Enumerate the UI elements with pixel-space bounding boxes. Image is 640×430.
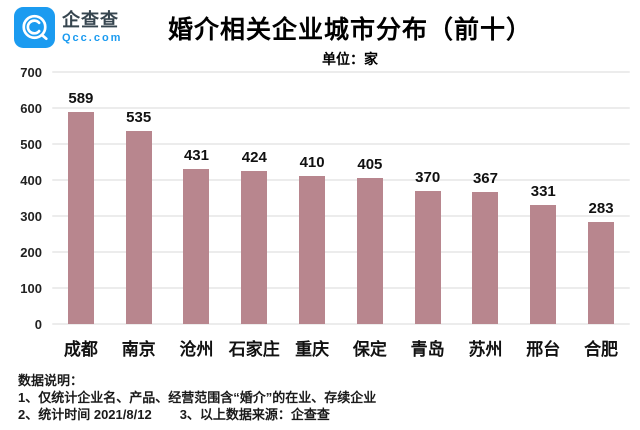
footer-note-3: 3、以上数据来源：企查查 xyxy=(179,407,330,422)
bar[interactable] xyxy=(588,222,615,324)
bar-value-label: 589 xyxy=(68,89,94,107)
x-axis-label: 保定 xyxy=(352,340,387,359)
y-tick-label: 0 xyxy=(34,317,42,332)
y-axis: 0 100 200 300 400 500 600 700 xyxy=(0,65,44,332)
bar-value-label: 535 xyxy=(126,109,152,127)
bar-value-label: 283 xyxy=(588,200,614,218)
bars-row: 589 成都 535 南京 431 沧州 424 石家庄 410 重庆 405 保定 370 青岛 367 苏… xyxy=(52,72,630,359)
bar-value-label: 331 xyxy=(530,182,556,200)
bar-slot: 367 苏州 xyxy=(457,72,515,359)
chart-unit-label: 单位：家 xyxy=(322,51,378,67)
x-axis-label: 成都 xyxy=(63,340,98,359)
bar[interactable] xyxy=(414,190,441,324)
chart-title: 婚介相关企业城市分布（前十） xyxy=(167,16,532,44)
y-tick-label: 700 xyxy=(20,65,42,80)
x-axis-label: 南京 xyxy=(121,340,156,359)
bar[interactable] xyxy=(183,168,210,324)
plot-area: 589 成都 535 南京 431 沧州 424 石家庄 410 重庆 405 保定 370 青岛 367 苏… xyxy=(52,71,630,359)
qcc-logo-text: 企查查 Qcc.com xyxy=(62,11,122,44)
y-tick-label: 600 xyxy=(20,101,42,116)
qcc-logo-icon xyxy=(14,7,55,48)
x-axis-label: 苏州 xyxy=(468,340,503,359)
gridline xyxy=(52,251,630,253)
bar-slot: 424 石家庄 xyxy=(225,72,283,359)
x-axis-label: 青岛 xyxy=(410,340,445,359)
bar[interactable] xyxy=(125,131,152,324)
x-axis-label: 重庆 xyxy=(295,340,330,359)
bar-slot: 410 重庆 xyxy=(283,72,341,359)
bar[interactable] xyxy=(241,171,268,324)
bar[interactable] xyxy=(299,176,326,324)
footer-heading: 数据说明： xyxy=(18,373,84,388)
bar-slot: 370 青岛 xyxy=(399,72,457,359)
bar-slot: 431 沧州 xyxy=(168,72,226,359)
y-tick-label: 100 xyxy=(20,281,42,296)
bar[interactable] xyxy=(356,178,383,324)
gridline xyxy=(52,215,630,217)
gridline xyxy=(52,179,630,181)
y-tick-label: 500 xyxy=(20,137,42,152)
bar-slot: 405 保定 xyxy=(341,72,399,359)
y-tick-label: 400 xyxy=(20,173,42,188)
bar[interactable] xyxy=(472,191,499,324)
gridline xyxy=(52,71,630,73)
bar[interactable] xyxy=(530,204,557,324)
x-axis-label: 石家庄 xyxy=(228,340,280,359)
bar-value-label: 431 xyxy=(183,146,209,164)
y-tick-label: 300 xyxy=(20,209,42,224)
x-axis-label: 邢台 xyxy=(526,340,561,359)
qcc-logo: 企查查 Qcc.com xyxy=(14,7,122,48)
footer-note-2: 2、统计时间 2021/8/12 xyxy=(18,407,152,422)
bar-value-label: 424 xyxy=(241,149,267,167)
x-axis-label: 合肥 xyxy=(584,340,619,359)
gridline xyxy=(52,323,630,325)
bar-slot: 589 成都 xyxy=(52,72,110,359)
gridline xyxy=(52,107,630,109)
x-axis-label: 沧州 xyxy=(179,340,214,359)
bar[interactable] xyxy=(67,111,94,324)
footer-note-row: 2、统计时间 2021/8/12 3、以上数据来源：企查查 xyxy=(18,406,376,423)
bar-value-label: 410 xyxy=(299,154,325,172)
bar-value-label: 405 xyxy=(357,156,383,174)
bar-slot: 283 合肥 xyxy=(572,72,630,359)
chart-header: 婚介相关企业城市分布（前十） 单位：家 xyxy=(60,10,640,69)
footer-notes: 数据说明： 1、仅统计企业名、产品、经营范围含“婚介”的在业、存续企业 2、统计… xyxy=(18,372,376,423)
gridline xyxy=(52,143,630,145)
bar-value-label: 367 xyxy=(472,169,498,187)
gridline xyxy=(52,287,630,289)
bar-slot: 535 南京 xyxy=(110,72,168,359)
footer-note-1: 1、仅统计企业名、产品、经营范围含“婚介”的在业、存续企业 xyxy=(18,390,377,405)
logo-domain: Qcc.com xyxy=(62,32,123,44)
logo-name: 企查查 xyxy=(62,10,119,30)
y-tick-label: 200 xyxy=(20,245,42,260)
bar-slot: 331 邢台 xyxy=(514,72,572,359)
bar-value-label: 370 xyxy=(415,168,441,186)
